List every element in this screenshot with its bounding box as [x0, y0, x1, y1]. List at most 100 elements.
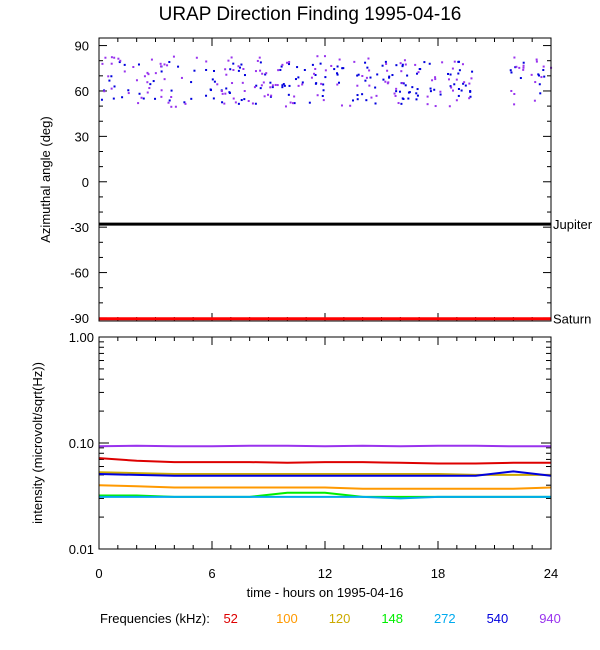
legend-item-272: 272: [433, 611, 456, 626]
scatter-point-540: [301, 81, 304, 84]
scatter-point-540: [118, 61, 121, 64]
scatter-point-940: [385, 62, 388, 65]
series-line-52: [98, 457, 551, 465]
scatter-point-940: [533, 99, 536, 102]
scatter-point-940: [137, 102, 140, 105]
scatter-point-540: [336, 73, 339, 76]
scatter-point-940: [242, 67, 245, 70]
scatter-point-540: [447, 72, 450, 75]
scatter-point-540: [411, 86, 414, 89]
y-tick-label: -60: [70, 266, 89, 281]
scatter-point-940: [262, 81, 265, 84]
scatter-point-940: [113, 56, 116, 59]
scatter-point-540: [303, 68, 306, 71]
scatter-point-540: [415, 72, 418, 75]
scatter-point-940: [291, 102, 294, 105]
scatter-point-540: [100, 98, 103, 101]
scatter-point-540: [391, 74, 394, 77]
scatter-point-940: [434, 105, 437, 108]
scatter-point-940: [241, 81, 244, 84]
scatter-point-540: [108, 79, 111, 82]
scatter-point-940: [513, 92, 516, 95]
scatter-point-940: [166, 64, 169, 67]
scatter-point-940: [522, 64, 525, 67]
series-line-100: [98, 484, 552, 490]
scatter-point-540: [384, 60, 387, 63]
scatter-point-940: [453, 60, 456, 63]
scatter-point-940: [534, 81, 537, 84]
scatter-point-940: [230, 56, 233, 59]
scatter-point-940: [353, 60, 356, 63]
scatter-point-940: [110, 62, 113, 65]
scatter-point-540: [471, 70, 474, 73]
scatter-point-940: [397, 102, 400, 105]
scatter-point-940: [403, 59, 406, 62]
scatter-point-540: [374, 86, 377, 89]
scatter-point-540: [110, 75, 113, 78]
scatter-point-940: [220, 90, 223, 93]
scatter-point-940: [263, 95, 266, 98]
legend-label: Frequencies (kHz):: [100, 611, 210, 626]
scatter-point-940: [340, 104, 343, 107]
scatter-point-540: [338, 81, 341, 84]
scatter-point-540: [364, 61, 367, 64]
y-tick-label: 30: [75, 129, 89, 144]
scatter-point-940: [143, 75, 146, 78]
scatter-point-940: [132, 66, 135, 69]
scatter-point-940: [174, 105, 177, 108]
scatter-point-540: [209, 88, 212, 91]
scatter-point-940: [399, 62, 402, 65]
scatter-point-540: [112, 97, 115, 100]
scatter-point-540: [457, 72, 460, 75]
scatter-point-540: [457, 88, 460, 91]
scatter-point-940: [451, 67, 454, 70]
scatter-point-540: [402, 82, 405, 85]
scatter-point-540: [407, 97, 410, 100]
reference-label-saturn: Saturn: [553, 312, 591, 327]
scatter-point-940: [375, 94, 378, 97]
scatter-point-540: [415, 92, 418, 95]
scatter-point-940: [323, 55, 326, 58]
scatter-point-940: [316, 55, 319, 58]
scatter-point-540: [279, 68, 282, 71]
x-axis-label: time - hours on 1995-04-16: [247, 585, 404, 600]
scatter-point-940: [172, 55, 175, 58]
scatter-point-540: [428, 62, 431, 65]
scatter-point-540: [460, 89, 463, 92]
scatter-point-940: [513, 103, 516, 106]
scatter-point-940: [356, 84, 359, 87]
scatter-point-540: [416, 88, 419, 91]
scatter-point-540: [213, 80, 216, 83]
scatter-point-540: [539, 92, 542, 95]
scatter-point-940: [414, 63, 417, 66]
scatter-point-540: [366, 66, 369, 69]
scatter-point-940: [393, 92, 396, 95]
scatter-point-540: [149, 83, 152, 86]
scatter-point-540: [296, 66, 299, 69]
scatter-point-540: [395, 90, 398, 93]
scatter-point-940: [180, 76, 183, 79]
scatter-point-940: [265, 72, 268, 75]
scatter-point-540: [237, 69, 240, 72]
scatter-point-540: [388, 75, 391, 78]
x-tick-label: 6: [208, 566, 215, 581]
scatter-point-540: [121, 96, 124, 99]
legend-item-148: 148: [381, 611, 404, 626]
scatter-point-540: [232, 62, 235, 65]
scatter-point-540: [123, 63, 126, 66]
scatter-point-540: [464, 84, 467, 87]
scatter-point-940: [320, 82, 323, 85]
scatter-point-940: [184, 102, 187, 105]
scatter-point-940: [170, 95, 173, 98]
scatter-point-940: [447, 78, 450, 81]
y-tick-label: 60: [75, 84, 89, 99]
scatter-point-940: [461, 63, 464, 66]
scatter-point-940: [225, 73, 228, 76]
scatter-point-540: [281, 86, 284, 89]
scatter-point-940: [237, 65, 240, 68]
y-tick-label: -90: [70, 311, 89, 326]
x-tick-label: 0: [95, 566, 102, 581]
scatter-point-940: [148, 87, 151, 90]
scatter-point-940: [146, 81, 149, 84]
